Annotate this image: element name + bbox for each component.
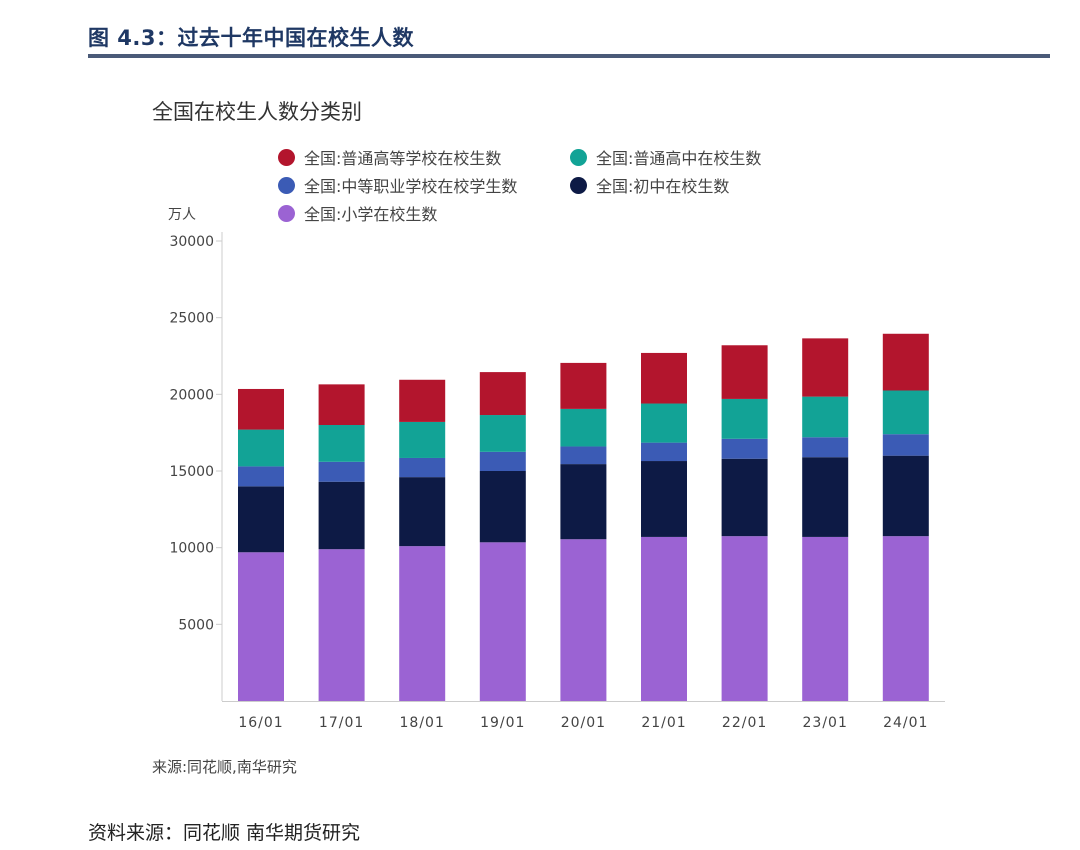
legend-label: 全国:普通高等学校在校生数 <box>304 149 502 168</box>
bar-segment <box>641 536 687 701</box>
legend-label: 全国:中等职业学校在校学生数 <box>304 177 518 196</box>
bar-segment <box>318 425 365 462</box>
figure-source-note: 资料来源：同花顺 南华期货研究 <box>88 822 361 844</box>
legend-swatch <box>278 204 295 222</box>
bar-segment <box>318 384 365 425</box>
bar-segment <box>882 333 929 391</box>
y-tick-label: 5000 <box>178 617 214 633</box>
x-tick-label: 20/01 <box>561 715 606 731</box>
legend-item: 全国:普通高中在校生数 <box>570 145 761 169</box>
legend-item: 全国:普通高等学校在校生数 <box>278 145 501 169</box>
bar-segment <box>399 421 446 458</box>
bar-segment <box>238 466 284 487</box>
y-tick-label: 20000 <box>169 387 214 403</box>
chart-title: 全国在校生人数分类别 <box>152 100 362 124</box>
bar-segment <box>641 403 687 443</box>
bar-segment <box>882 434 929 456</box>
bar-segment <box>479 451 526 471</box>
bar-segment <box>641 461 687 537</box>
bar-segment <box>399 457 446 478</box>
bar-segment <box>238 388 284 430</box>
legend-label: 全国:初中在校生数 <box>596 177 730 196</box>
bar-segment <box>238 552 284 701</box>
legend-swatch <box>278 148 295 166</box>
bar-segment <box>560 362 607 409</box>
y-tick-label: 10000 <box>169 541 214 557</box>
x-tick-label: 16/01 <box>238 715 283 731</box>
legend-label: 全国:普通高中在校生数 <box>596 149 762 168</box>
bar-segment <box>318 481 365 550</box>
bar-segment <box>560 408 607 447</box>
bar-segment <box>399 546 446 701</box>
bar-segment <box>479 372 526 416</box>
legend-item: 全国:中等职业学校在校学生数 <box>278 173 517 197</box>
x-tick-label: 22/01 <box>722 715 767 731</box>
bar-segment <box>802 457 849 537</box>
bar-segment <box>882 455 929 537</box>
bar-segment <box>721 458 768 537</box>
legend-swatch <box>570 148 587 166</box>
bar-segment <box>802 396 849 438</box>
bar-segment <box>721 398 768 439</box>
bar-segment <box>238 486 284 553</box>
bar-segment <box>882 390 929 435</box>
bar-segment <box>479 471 526 543</box>
figure-title: 图 4.3：过去十年中国在校生人数 <box>88 26 415 50</box>
bar-segment <box>802 338 849 397</box>
x-tick-label: 24/01 <box>883 715 928 731</box>
bar-segment <box>560 539 607 701</box>
bar-segment <box>641 442 687 462</box>
bar-segment <box>318 549 365 701</box>
bar-segment <box>399 477 446 547</box>
legend-swatch <box>278 176 295 194</box>
bar-segment <box>560 446 607 465</box>
chart-source-note: 来源:同花顺,南华研究 <box>152 758 297 776</box>
bar-segment <box>802 536 849 701</box>
bar-segment <box>802 437 849 458</box>
bar-segment <box>560 464 607 540</box>
y-tick-label: 15000 <box>169 464 214 480</box>
x-tick-label: 21/01 <box>641 715 686 731</box>
bar-segment <box>318 461 365 482</box>
legend-item: 全国:初中在校生数 <box>570 173 729 197</box>
y-tick-label: 25000 <box>169 311 214 327</box>
y-tick-label: 30000 <box>169 234 214 250</box>
bar-segment <box>399 379 446 422</box>
x-tick-label: 23/01 <box>803 715 848 731</box>
x-tick-label: 19/01 <box>480 715 525 731</box>
legend-label: 全国:小学在校生数 <box>304 205 438 224</box>
bar-segment <box>721 345 768 399</box>
bar-segment <box>721 438 768 459</box>
bar-segment <box>721 536 768 701</box>
legend-swatch <box>570 176 587 194</box>
legend-item: 全国:小学在校生数 <box>278 201 437 225</box>
x-tick-label: 18/01 <box>400 715 445 731</box>
x-tick-label: 17/01 <box>319 715 364 731</box>
bar-segment <box>238 429 284 467</box>
bar-segment <box>882 536 929 701</box>
bar-segment <box>479 415 526 452</box>
bar-segment <box>479 542 526 701</box>
bar-segment <box>641 352 687 404</box>
title-rule <box>88 54 1050 58</box>
y-axis-unit: 万人 <box>168 207 196 223</box>
